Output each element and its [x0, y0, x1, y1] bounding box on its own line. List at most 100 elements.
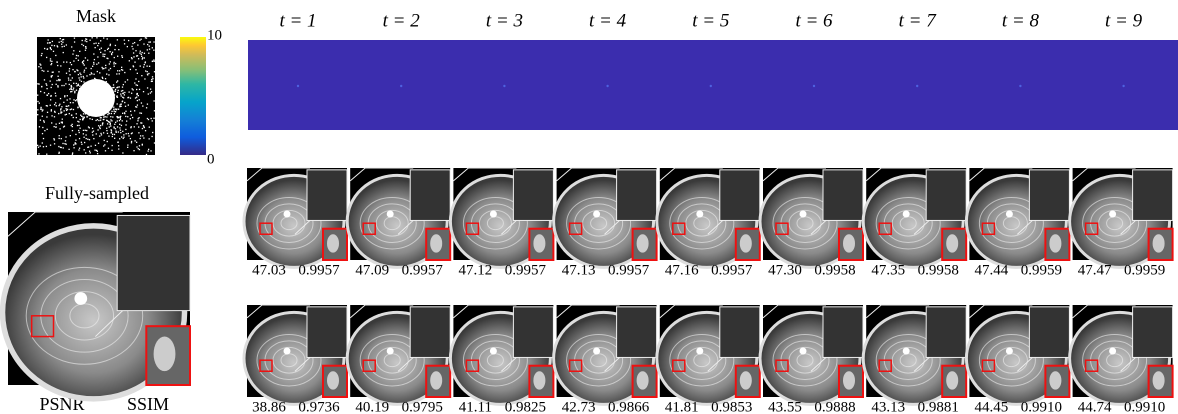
ssim-value: 0.9957 — [402, 262, 444, 278]
mask-dot — [81, 116, 82, 117]
mask-dot — [97, 56, 98, 57]
mask-dot — [140, 135, 141, 136]
mask-dot — [119, 104, 120, 105]
mask-dot — [144, 53, 145, 54]
mask-dot — [153, 59, 154, 60]
mask-dot — [117, 80, 118, 81]
mask-dot — [151, 118, 152, 119]
mask-dot — [144, 127, 145, 128]
bright-spot — [1109, 211, 1116, 218]
mask-dot — [143, 91, 144, 92]
mask-dot — [106, 73, 107, 74]
mask-dot — [74, 91, 75, 92]
mask-dot — [110, 44, 111, 45]
mask-dot — [118, 109, 119, 110]
mask-dot — [111, 132, 112, 133]
mask-dot — [75, 140, 76, 141]
error-dot — [297, 85, 299, 87]
psnr-value: 44.74 — [1078, 399, 1112, 414]
mask-dot — [71, 125, 72, 126]
error-dot — [916, 85, 918, 87]
mask-dot — [122, 152, 123, 153]
psnr-value: 47.30 — [768, 262, 802, 278]
roi-detail — [843, 234, 855, 252]
mask-dot — [83, 45, 84, 46]
mask-dot — [44, 48, 45, 49]
mask-dot — [136, 123, 137, 124]
mask-dot — [53, 138, 54, 139]
mask-dot — [146, 154, 147, 155]
mask-dot — [144, 57, 145, 58]
mask-dot — [130, 127, 131, 128]
mask-dot — [43, 146, 44, 147]
mask-dot — [73, 117, 74, 118]
mask-dot — [37, 109, 38, 110]
mask-dot — [120, 132, 121, 133]
mask-dot — [54, 104, 55, 105]
mask-dot — [116, 116, 117, 117]
mr-image — [863, 305, 966, 404]
mask-dot — [78, 74, 79, 75]
mask-dot — [57, 45, 58, 46]
mask-dot — [132, 48, 133, 49]
mask-dot — [138, 95, 139, 96]
roi-detail — [1049, 234, 1061, 252]
mask-dot — [122, 131, 123, 132]
mask-dot — [38, 153, 39, 154]
mask-dot — [124, 92, 125, 93]
mask-dot — [151, 79, 152, 80]
mask-dot — [81, 76, 82, 77]
mask-dot — [143, 66, 144, 67]
mask-dot — [104, 54, 105, 55]
mask-dot — [148, 53, 149, 54]
mask-dot — [97, 119, 98, 120]
mask-dot — [124, 112, 125, 113]
mask-dot — [143, 137, 144, 138]
mask-dot — [47, 42, 48, 43]
mask-dot — [74, 92, 75, 93]
mask-dot — [137, 120, 138, 121]
mask-dot — [123, 137, 124, 138]
mask-dot — [152, 76, 153, 77]
mask-dot — [98, 125, 99, 126]
mask-dot — [43, 138, 44, 139]
mask-dot — [78, 149, 79, 150]
ssim-value: 0.9959 — [1124, 262, 1165, 278]
mask-dot — [69, 68, 70, 69]
mask-dot — [71, 108, 72, 109]
mask-dot — [86, 116, 87, 117]
bright-spot — [490, 211, 497, 218]
timestep-label: t = 6 — [795, 10, 833, 31]
mask-dot — [106, 128, 107, 129]
mask-dot — [141, 102, 142, 103]
mask-dot — [86, 138, 87, 139]
mask-dot — [46, 154, 47, 155]
roi-detail — [637, 234, 649, 252]
mask-dot — [93, 64, 94, 65]
mask-dot — [96, 64, 97, 65]
mask-dot — [149, 45, 150, 46]
mask-dot — [59, 135, 60, 136]
mask-dot — [100, 128, 101, 129]
zoom-inset — [1133, 170, 1173, 221]
mask-dot — [75, 58, 76, 59]
roi-detail — [533, 234, 545, 252]
mask-dot — [54, 45, 55, 46]
mr-image — [554, 168, 657, 267]
mask-dot — [92, 128, 93, 129]
mask-dot — [107, 141, 108, 142]
mr-image — [966, 305, 1069, 404]
mask-dot — [55, 123, 56, 124]
mask-dot — [114, 113, 115, 114]
ssim-value: 0.9853 — [711, 399, 752, 414]
mask-dot — [79, 132, 80, 133]
mask-dot — [142, 105, 143, 106]
mask-dot — [108, 148, 109, 149]
mask-dot — [139, 145, 140, 146]
mask-dot — [118, 49, 119, 50]
mask-dot — [131, 46, 132, 47]
timestep-label: t = 4 — [589, 10, 627, 31]
mask-dot — [136, 89, 137, 90]
mask-dot — [66, 144, 67, 145]
mask-dot — [148, 73, 149, 74]
